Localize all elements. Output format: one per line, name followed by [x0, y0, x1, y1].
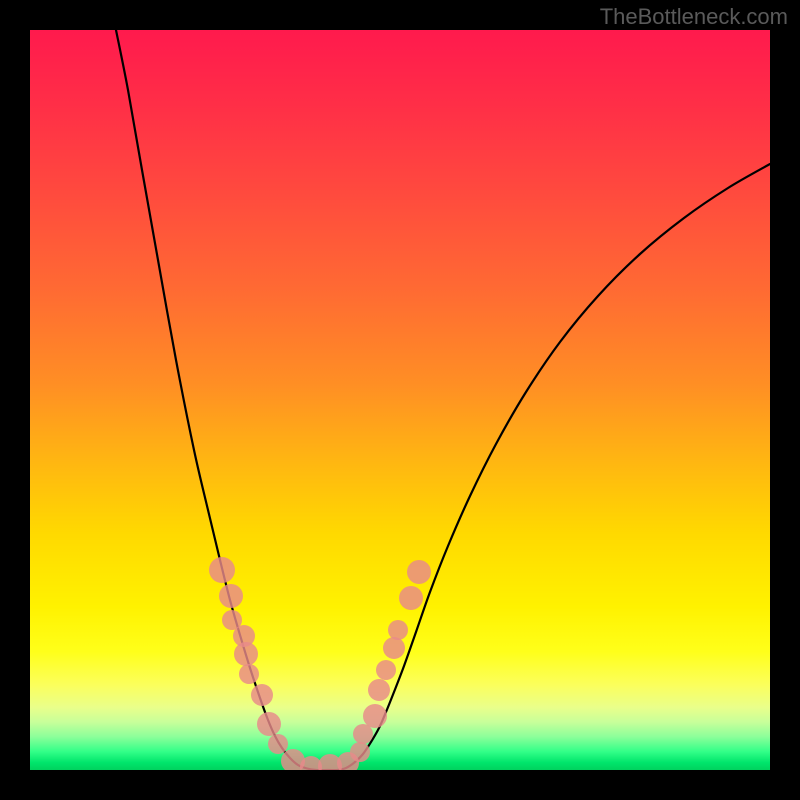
data-marker	[234, 642, 258, 666]
chart-container: { "meta": { "source_watermark": "TheBott…	[0, 0, 800, 800]
data-marker	[363, 704, 387, 728]
data-marker	[268, 734, 288, 754]
data-marker	[368, 679, 390, 701]
data-marker	[353, 724, 373, 744]
data-marker	[257, 712, 281, 736]
plot-background-gradient	[30, 30, 770, 770]
data-marker	[407, 560, 431, 584]
data-marker	[376, 660, 396, 680]
data-marker	[388, 620, 408, 640]
bottleneck-chart	[0, 0, 800, 800]
data-marker	[239, 664, 259, 684]
data-marker	[219, 584, 243, 608]
source-watermark: TheBottleneck.com	[600, 4, 788, 30]
data-marker	[209, 557, 235, 583]
data-marker	[399, 586, 423, 610]
data-marker	[350, 742, 370, 762]
data-marker	[383, 637, 405, 659]
data-marker	[251, 684, 273, 706]
